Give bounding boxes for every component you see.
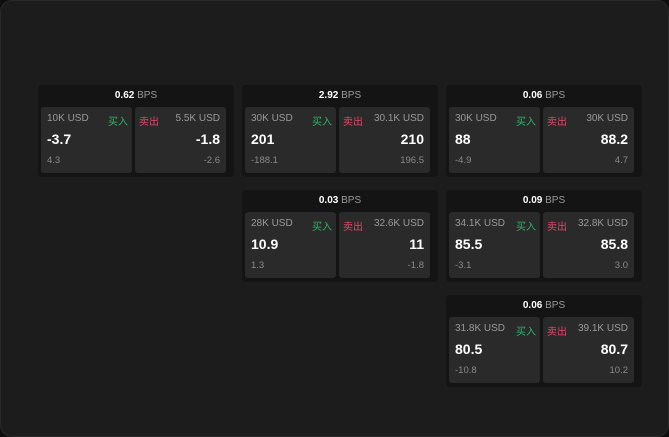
- spread-value: 0.06: [522, 300, 543, 311]
- spread-header: 0.09 BPS: [446, 190, 642, 211]
- buy-button[interactable]: 10K USD 买入 -3.7 4.3: [41, 107, 132, 173]
- buy-button[interactable]: 30K USD 买入 201 -188.1: [245, 107, 336, 173]
- buy-label: 买入: [312, 117, 332, 128]
- buy-price: 201: [251, 131, 275, 147]
- sell-price: 210: [400, 131, 424, 147]
- buy-diff: -3.1: [455, 260, 472, 271]
- buy-label: 买入: [312, 222, 332, 233]
- buy-quantity: 28K USD: [251, 218, 293, 229]
- sell-button[interactable]: 卖出 30K USD 88.2 4.7: [543, 107, 634, 173]
- sell-quantity: 32.6K USD: [373, 218, 424, 229]
- spread-value: 0.09: [522, 195, 543, 206]
- sell-button[interactable]: 卖出 32.6K USD 11 -1.8: [339, 212, 430, 278]
- buy-quantity: 30K USD: [251, 113, 293, 124]
- quote-card: 0.06 BPS 31.8K USD 买入 80.5 -10.8 卖出 39.1…: [446, 295, 642, 387]
- spread-value: 0.03: [318, 195, 339, 206]
- spread-header: 2.92 BPS: [242, 85, 438, 106]
- sell-diff: 3.0: [614, 260, 628, 271]
- spread-header: 0.62 BPS: [38, 85, 234, 106]
- buy-diff: 1.3: [251, 260, 265, 271]
- buy-diff: -10.8: [455, 365, 477, 376]
- sell-button[interactable]: 卖出 39.1K USD 80.7 10.2: [543, 317, 634, 383]
- sell-diff: 196.5: [400, 155, 424, 166]
- sell-quantity: 39.1K USD: [577, 323, 628, 334]
- buy-price: 80.5: [455, 341, 483, 357]
- spread-value: 2.92: [318, 90, 339, 101]
- buy-label: 买入: [516, 222, 536, 233]
- spread-value: 0.62: [114, 90, 135, 101]
- sell-quantity: 30K USD: [586, 113, 628, 124]
- sell-price: 88.2: [600, 131, 628, 147]
- sell-label: 卖出: [343, 222, 363, 233]
- sell-diff: 10.2: [609, 365, 629, 376]
- buy-button[interactable]: 31.8K USD 买入 80.5 -10.8: [449, 317, 540, 383]
- buy-button[interactable]: 28K USD 买入 10.9 1.3: [245, 212, 336, 278]
- quote-card: 2.92 BPS 30K USD 买入 201 -188.1 卖出 30.1K …: [242, 85, 438, 177]
- sell-quantity: 5.5K USD: [175, 113, 220, 124]
- sell-diff: -1.8: [407, 260, 424, 271]
- spread-unit: BPS: [545, 90, 566, 101]
- spread-header: 0.03 BPS: [242, 190, 438, 211]
- spread-unit: BPS: [545, 195, 566, 206]
- sell-label: 卖出: [547, 222, 567, 233]
- sell-label: 卖出: [139, 117, 159, 128]
- buy-quantity: 31.8K USD: [455, 323, 506, 334]
- buy-quantity: 30K USD: [455, 113, 497, 124]
- sell-diff: 4.7: [614, 155, 628, 166]
- buy-price: 85.5: [455, 236, 483, 252]
- spread-unit: BPS: [341, 90, 362, 101]
- quote-card: 0.03 BPS 28K USD 买入 10.9 1.3 卖出 32.6K US…: [242, 190, 438, 282]
- buy-label: 买入: [516, 117, 536, 128]
- buy-quantity: 10K USD: [47, 113, 89, 124]
- buy-button[interactable]: 34.1K USD 买入 85.5 -3.1: [449, 212, 540, 278]
- spread-value: 0.06: [522, 90, 543, 101]
- sell-label: 卖出: [547, 117, 567, 128]
- buy-diff: -188.1: [251, 155, 278, 166]
- buy-diff: -4.9: [455, 155, 472, 166]
- sell-quantity: 32.8K USD: [577, 218, 628, 229]
- sell-quantity: 30.1K USD: [373, 113, 424, 124]
- spread-unit: BPS: [545, 300, 566, 311]
- buy-price: 88: [455, 131, 471, 147]
- spread-header: 0.06 BPS: [446, 295, 642, 316]
- buy-quantity: 34.1K USD: [455, 218, 506, 229]
- sell-label: 卖出: [343, 117, 363, 128]
- spread-unit: BPS: [341, 195, 362, 206]
- sell-price: -1.8: [195, 131, 220, 147]
- sell-button[interactable]: 卖出 32.8K USD 85.8 3.0: [543, 212, 634, 278]
- buy-diff: 4.3: [47, 155, 61, 166]
- buy-price: 10.9: [251, 236, 279, 252]
- sell-label: 卖出: [547, 327, 567, 338]
- buy-button[interactable]: 30K USD 买入 88 -4.9: [449, 107, 540, 173]
- buy-label: 买入: [516, 327, 536, 338]
- spread-header: 0.06 BPS: [446, 85, 642, 106]
- sell-button[interactable]: 卖出 30.1K USD 210 196.5: [339, 107, 430, 173]
- quote-card: 0.09 BPS 34.1K USD 买入 85.5 -3.1 卖出 32.8K…: [446, 190, 642, 282]
- sell-button[interactable]: 卖出 5.5K USD -1.8 -2.6: [135, 107, 226, 173]
- quote-card: 0.62 BPS 10K USD 买入 -3.7 4.3 卖出 5.5K USD…: [38, 85, 234, 177]
- sell-price: 11: [409, 236, 424, 252]
- spread-unit: BPS: [137, 90, 158, 101]
- quote-card: 0.06 BPS 30K USD 买入 88 -4.9 卖出 30K USD 8…: [446, 85, 642, 177]
- buy-price: -3.7: [47, 131, 72, 147]
- sell-price: 80.7: [600, 341, 628, 357]
- sell-price: 85.8: [600, 236, 628, 252]
- sell-diff: -2.6: [203, 155, 220, 166]
- buy-label: 买入: [108, 117, 128, 128]
